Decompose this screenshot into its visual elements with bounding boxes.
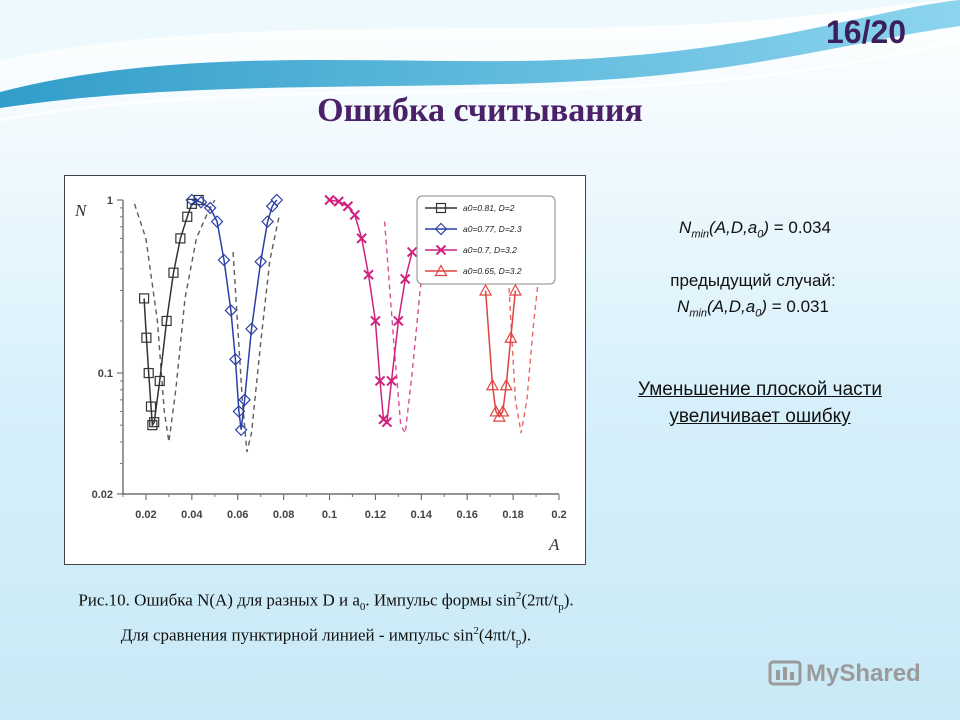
triangle-point [434, 264, 448, 277]
comparison-dashed-lines [133, 199, 542, 453]
x-point [324, 194, 335, 206]
diamond-point [234, 423, 248, 437]
x-point [393, 315, 404, 327]
x-point [356, 233, 367, 244]
previous-case-label: предыдущий случай: [670, 271, 836, 290]
series-line [329, 199, 413, 424]
square-point [149, 417, 160, 428]
legend-entry: a0=0.81, D=2 [463, 203, 515, 213]
x-tick-label: 0.18 [502, 509, 523, 521]
chart-legend: a0=0.81, D=2 a0=0.77, D=2.3 a0=0.7, D=3.2 a… [416, 195, 556, 285]
triangle-point [499, 378, 513, 391]
series-4 [479, 283, 522, 422]
x-point [363, 269, 374, 280]
square-point [435, 202, 447, 214]
diamond-point [217, 253, 231, 267]
figure-caption: Рис.10. Ошибка N(A) для разных D и a0. И… [78, 590, 574, 649]
diamond-point [203, 201, 217, 215]
legend-entry: a0=0.7, D=3.2 [463, 245, 517, 255]
diamond-point [254, 255, 268, 269]
square-point [154, 375, 165, 387]
legend-entry: a0=0.77, D=2.3 [463, 224, 522, 234]
square-point [147, 420, 158, 431]
square-point [141, 332, 152, 343]
triangle-point [504, 330, 518, 343]
square-point [145, 401, 157, 412]
slide-number: 16/20 [826, 14, 907, 50]
x-tick-label: 0.06 [227, 509, 248, 521]
chart-axes: 0.02 0.04 0.06 0.08 0.1 0.12 0.14 0.16 0.18 0.2 1 0… [74, 195, 567, 554]
data-series [139, 193, 522, 437]
series-3 [324, 194, 418, 428]
x-point [374, 375, 386, 387]
x-point [406, 246, 418, 258]
x-tick-label: 0.12 [365, 509, 386, 521]
series-1 [139, 194, 204, 431]
square-point [161, 315, 172, 327]
series-2 [185, 193, 284, 437]
square-point [182, 211, 193, 222]
y-tick-label: 1 [107, 195, 113, 207]
diamond-point [238, 393, 251, 407]
diamond-point [210, 215, 224, 228]
x-point [400, 273, 411, 285]
dashed-comparison-line [383, 216, 432, 436]
nmin-previous-value: = 0.031 [771, 297, 829, 316]
x-point [333, 196, 344, 207]
x-point [349, 209, 360, 221]
dashed-comparison-line [507, 259, 542, 434]
diamond-point [185, 193, 199, 207]
x-tick-label: 0.2 [551, 509, 566, 521]
diamond-point [224, 304, 238, 317]
y-tick-label: 0.1 [98, 368, 113, 380]
triangle-point [508, 283, 522, 296]
triangle-point [485, 378, 499, 391]
series-line [143, 199, 200, 428]
myshared-logo-icon [768, 660, 802, 686]
nmin-current: Nmin(A,D,a0) = 0.034 [679, 218, 831, 241]
square-point [168, 267, 179, 278]
y-axis-label: N [74, 201, 88, 220]
square-point [139, 293, 150, 304]
diamond-point [245, 322, 258, 336]
series-line [191, 199, 278, 430]
x-point [342, 201, 354, 212]
x-tick-label: 0.14 [411, 509, 433, 521]
legend-entry: a0=0.65, D=3.2 [463, 266, 522, 276]
chart-figure: 0.02 0.04 0.06 0.08 0.1 0.12 0.14 0.16 0.18 0.2 1 0… [64, 175, 586, 565]
x-tick-label: 0.1 [322, 509, 337, 521]
dashed-comparison-line [232, 216, 280, 453]
triangle-point [479, 283, 493, 296]
x-tick-label: 0.02 [135, 509, 156, 521]
x-tick-label: 0.04 [181, 509, 203, 521]
diamond-point [232, 405, 246, 418]
x-point [370, 315, 381, 327]
y-tick-label: 0.02 [92, 489, 113, 501]
legend-box [416, 195, 556, 285]
triangle-point [489, 404, 503, 417]
error-chart: 0.02 0.04 0.06 0.08 0.1 0.12 0.14 0.16 0.18 0.2 1 0… [74, 193, 567, 554]
conclusion-note: Уменьшение плоской части увеличивает оши… [638, 379, 882, 427]
triangle-point [496, 404, 510, 417]
myshared-logo-text: MyShared [806, 660, 921, 687]
nmin-current-value: = 0.034 [773, 218, 831, 237]
x-point [381, 416, 393, 428]
x-tick-label: 0.08 [273, 509, 294, 521]
slide-title: Ошибка считывания [317, 92, 643, 129]
x-point [386, 375, 397, 387]
diamond-point [434, 222, 448, 236]
dashed-comparison-line [133, 199, 216, 443]
x-axis-label: A [548, 535, 560, 554]
x-tick-label: 0.16 [456, 509, 477, 521]
diamond-point [261, 215, 274, 228]
square-point [175, 233, 186, 244]
diamond-point [229, 352, 242, 366]
x-point [435, 244, 447, 256]
diamond-point [194, 195, 208, 209]
square-point [143, 367, 154, 379]
diamond-point [270, 193, 284, 207]
nmin-previous: предыдущий случай: Nmin(A,D,a0) = 0.031 [628, 268, 878, 326]
